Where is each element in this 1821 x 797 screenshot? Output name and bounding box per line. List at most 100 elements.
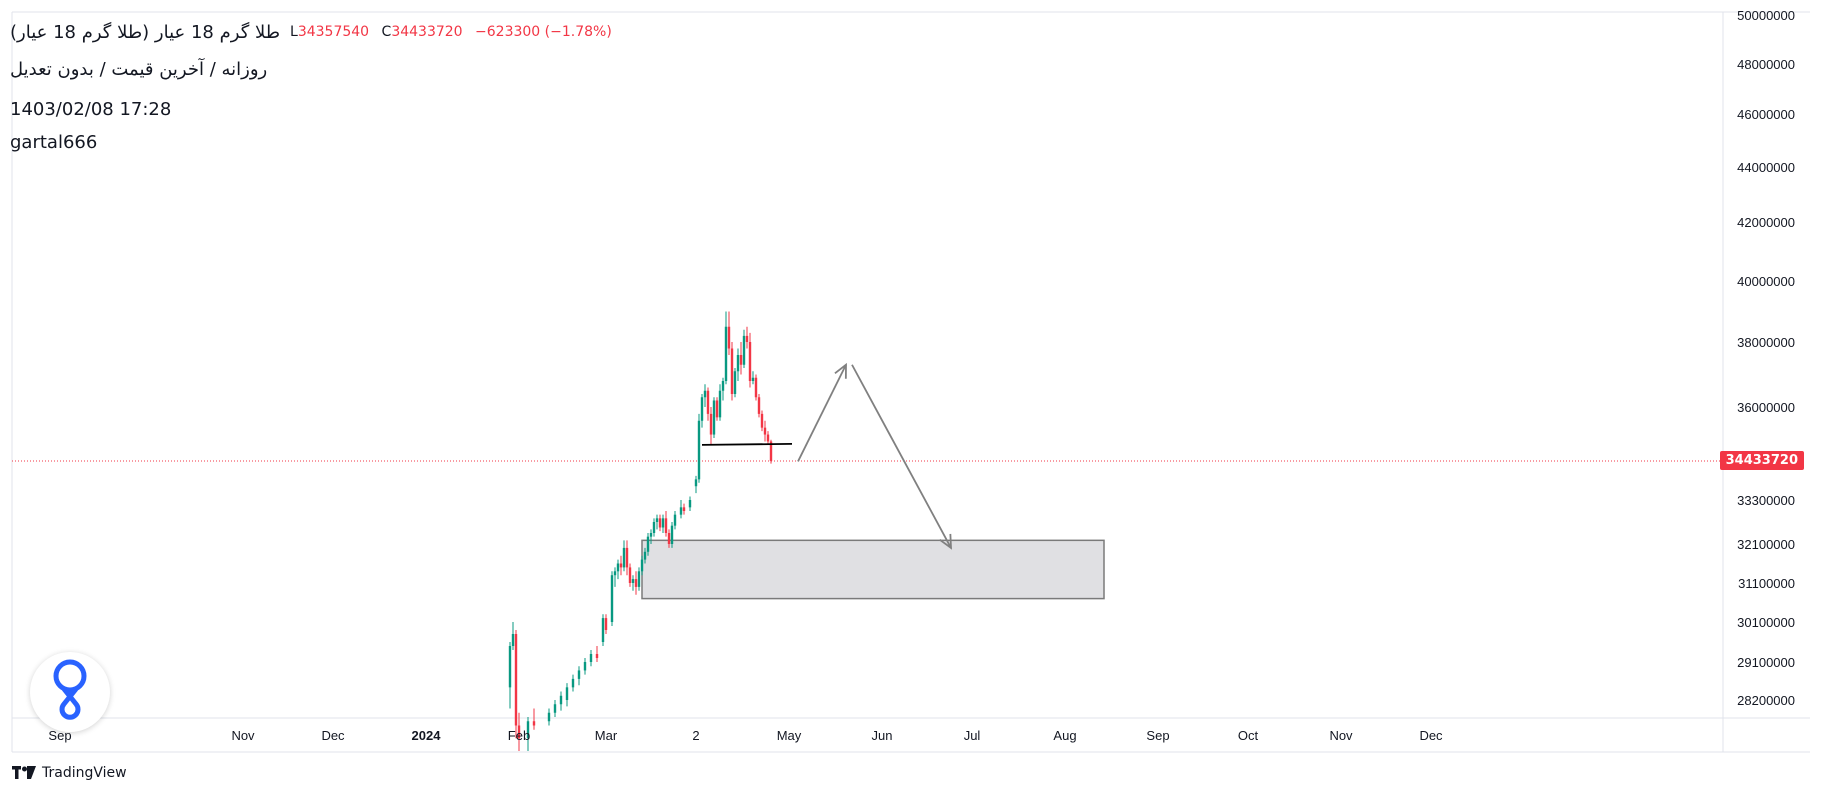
candle xyxy=(583,658,587,675)
candle-body xyxy=(763,427,767,435)
time-tick-label: Oct xyxy=(1238,728,1259,743)
candle xyxy=(517,712,521,751)
last-price-label: 34433720 xyxy=(1719,451,1804,470)
candle-body xyxy=(706,390,710,414)
snapshot-datetime: 1403/02/08 17:28 xyxy=(10,99,172,120)
candle-body xyxy=(559,695,563,705)
candle xyxy=(724,311,728,385)
candle xyxy=(511,622,515,650)
time-axis[interactable]: Sep Nov Dec 2024 Feb Mar 2 May Jun Jul Aug Sep Oct No… xyxy=(48,728,1443,743)
up-arrow xyxy=(797,362,847,462)
candle xyxy=(733,368,737,398)
candle xyxy=(565,683,569,707)
candle-body xyxy=(760,413,764,428)
time-tick-label: Feb xyxy=(508,728,530,743)
candle xyxy=(754,374,758,401)
candle xyxy=(730,342,734,401)
time-tick-label: Jun xyxy=(872,728,893,743)
price-tick-label: 44000000 xyxy=(1737,160,1795,175)
tradingview-brand[interactable]: TradingView xyxy=(12,765,127,781)
candle-body xyxy=(610,575,614,622)
author-name: gartal666 xyxy=(10,132,98,153)
candle-body xyxy=(664,518,668,533)
candle-body xyxy=(565,687,569,700)
candle-body xyxy=(583,662,587,671)
down-arrow xyxy=(851,364,952,550)
candle-body xyxy=(721,381,725,391)
candle-body xyxy=(508,646,512,688)
time-tick-label: Dec xyxy=(321,728,345,743)
price-tick-label: 36000000 xyxy=(1737,400,1795,415)
candle-body xyxy=(739,355,743,365)
candle xyxy=(697,413,701,483)
candle-body xyxy=(661,518,665,528)
candle xyxy=(679,500,683,519)
candle-body xyxy=(577,670,581,679)
candle xyxy=(760,410,764,432)
ohlc-close-key: C xyxy=(381,24,392,40)
drawings-layer xyxy=(701,362,952,550)
candle xyxy=(631,575,635,591)
candle-body xyxy=(769,441,773,461)
time-tick-label: Nov xyxy=(1329,728,1353,743)
candle xyxy=(670,522,674,548)
candle-body xyxy=(646,536,650,552)
candle-body xyxy=(643,551,647,560)
candle-body xyxy=(697,420,701,480)
up-arrow-head xyxy=(834,362,847,379)
candle-body xyxy=(730,348,734,394)
candle xyxy=(610,571,614,626)
candle-body xyxy=(589,654,593,662)
candles-layer xyxy=(508,311,773,751)
candle-body xyxy=(547,712,551,722)
candle xyxy=(532,708,536,730)
tradingview-label: TradingView xyxy=(42,765,127,781)
candle-body xyxy=(601,618,605,642)
candle xyxy=(628,563,632,587)
price-tick-label: 50000000 xyxy=(1737,8,1795,23)
candle-body xyxy=(736,355,740,372)
candle xyxy=(757,394,761,418)
candle xyxy=(634,571,638,595)
candle xyxy=(613,567,617,587)
candle xyxy=(652,518,656,537)
demand-zone-layer xyxy=(641,539,1105,600)
candle xyxy=(547,708,551,726)
price-axis[interactable]: 28200000 29100000 30100000 31100000 32100000… xyxy=(1737,8,1795,708)
broker-logo-icon[interactable] xyxy=(30,652,110,732)
candle-body xyxy=(553,704,557,713)
candle-body xyxy=(655,518,659,522)
candle-body xyxy=(688,500,692,508)
candle xyxy=(736,348,740,381)
candle-body xyxy=(625,547,629,568)
support-line xyxy=(701,442,793,446)
time-tick-label: May xyxy=(777,728,802,743)
candle-body xyxy=(682,507,686,511)
candle-body xyxy=(640,559,644,572)
candle-body xyxy=(727,326,731,349)
time-tick-label: 2 xyxy=(692,728,699,743)
candle xyxy=(751,371,755,385)
ohlc-values: L34357540 C34433720 −623300 (−1.78%) xyxy=(290,24,620,40)
candle xyxy=(766,431,770,445)
candle xyxy=(559,691,563,711)
ohlc-close-value: 34433720 xyxy=(391,24,463,40)
demand-zone-rect xyxy=(641,539,1105,600)
candle-body xyxy=(658,518,662,528)
candle-body xyxy=(733,371,737,394)
candle-body xyxy=(631,579,635,583)
candle xyxy=(745,326,749,349)
candle xyxy=(763,420,767,442)
candle-body xyxy=(694,479,698,487)
symbol-title[interactable]: طلا گرم 18 عیار (طلا گرم 18 عیار) xyxy=(10,22,281,43)
time-tick-label: Jul xyxy=(964,728,981,743)
candle xyxy=(646,533,650,556)
candle-body xyxy=(604,618,608,630)
time-tick-label: Mar xyxy=(595,728,618,743)
candle-body xyxy=(595,654,599,658)
down-arrow-shaft xyxy=(851,364,952,549)
candle xyxy=(667,529,671,548)
candle xyxy=(619,555,623,576)
candle xyxy=(673,511,677,530)
